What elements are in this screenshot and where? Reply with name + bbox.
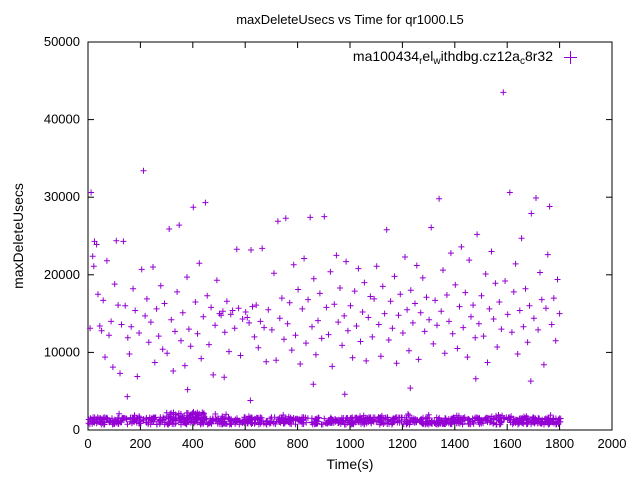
x-tick-label: 200 [130,436,152,451]
plus-marker-path [564,51,577,64]
x-tick-label: 600 [234,436,256,451]
legend-label: ma100434relwithdbg.cz12ac8r32 [352,48,553,67]
x-axis-label: Time(s) [326,456,374,472]
y-tick-label: 40000 [44,112,80,127]
x-tick-label: 800 [287,436,309,451]
x-tick-label: 400 [182,436,204,451]
plot-border [87,41,613,431]
x-tick-label: 2000 [598,436,627,451]
x-tick-label: 1200 [388,436,417,451]
y-tick-label: 20000 [44,267,80,282]
y-tick-label: 0 [73,422,80,437]
y-tick-label: 30000 [44,189,80,204]
y-tick-label: 50000 [44,34,80,49]
chart-title: maxDeleteUsecs vs Time for qr1000.L5 [236,12,464,27]
plus-marker-icon [564,51,577,64]
legend: ma100434relwithdbg.cz12ac8r32 [353,48,578,67]
y-tick-label: 10000 [44,344,80,359]
x-tick-label: 0 [84,436,91,451]
x-tick-label: 1800 [545,436,574,451]
x-tick-label: 1600 [493,436,522,451]
data-points [85,89,564,428]
x-tick-label: 1000 [336,436,365,451]
x-tick-label: 1400 [440,436,469,451]
